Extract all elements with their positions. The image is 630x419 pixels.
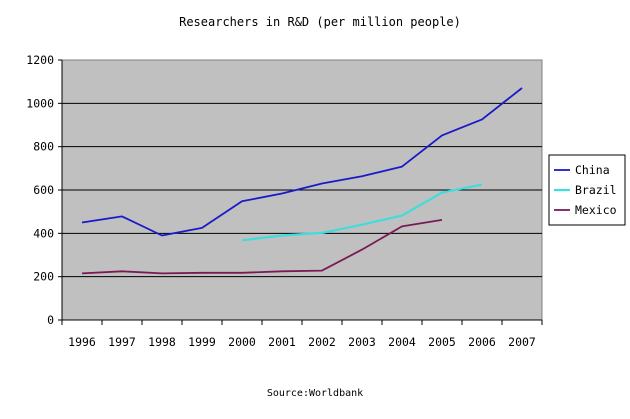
y-tick-label: 1000 (26, 96, 54, 110)
x-tick-label: 1996 (68, 335, 96, 349)
x-tick-label: 2003 (348, 335, 376, 349)
x-tick-label: 1999 (188, 335, 216, 349)
series-line-china (81, 87, 523, 237)
series-line-mexico (81, 219, 443, 275)
y-tick-label: 400 (33, 226, 54, 240)
y-tick-label: 1200 (26, 53, 54, 67)
legend-label-china: China (575, 163, 610, 177)
legend-label-brazil: Brazil (575, 183, 617, 197)
x-tick-label: 1998 (148, 335, 176, 349)
y-tick-label: 800 (33, 140, 54, 154)
y-tick-label: 200 (33, 270, 54, 284)
x-tick-label: 2000 (228, 335, 256, 349)
x-tick-label: 2004 (388, 335, 416, 349)
y-tick-label: 600 (33, 183, 54, 197)
chart-title: Researchers in R&D (per million people) (179, 15, 461, 29)
series-lines (81, 87, 523, 275)
x-tick-label: 2006 (468, 335, 496, 349)
x-tick-label: 2005 (428, 335, 456, 349)
source-note: Source:Worldbank (267, 388, 363, 399)
legend-label-mexico: Mexico (575, 203, 617, 217)
y-tick-label: 0 (47, 313, 54, 327)
x-tick-label: 1997 (108, 335, 136, 349)
series-line-brazil (241, 183, 483, 242)
axes: 0 200 400 600 800 1000 1200 1996 1997 1998 1999 200… (26, 53, 543, 349)
legend: China Brazil Mexico (548, 154, 626, 226)
x-tick-label: 2002 (308, 335, 336, 349)
x-tick-label: 2001 (268, 335, 296, 349)
x-tick-label: 2007 (508, 335, 536, 349)
